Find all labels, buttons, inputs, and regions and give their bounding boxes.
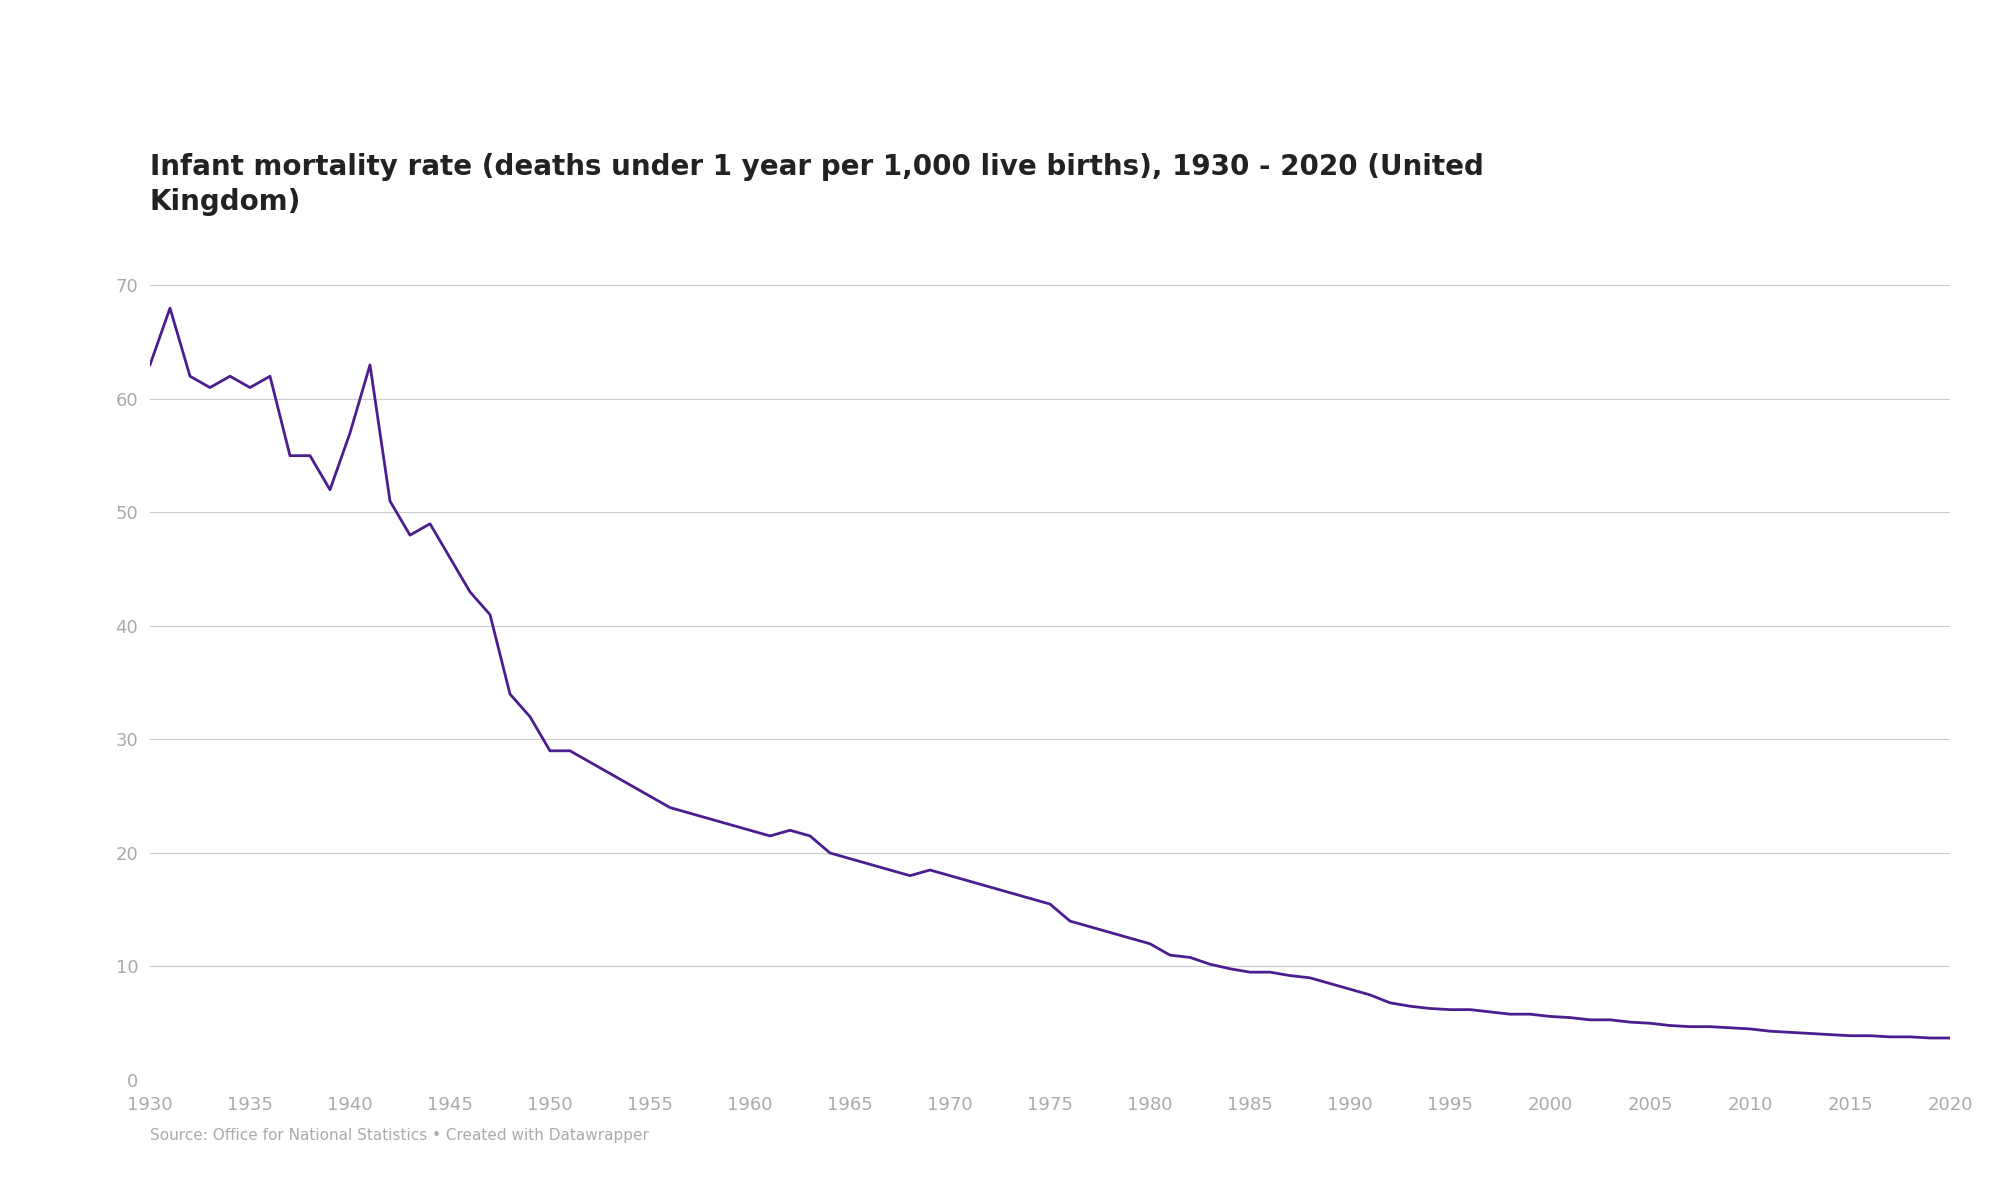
- Text: Source: Office for National Statistics • Created with Datawrapper: Source: Office for National Statistics •…: [150, 1128, 648, 1142]
- Text: Infant mortality rate (deaths under 1 year per 1,000 live births), 1930 - 2020 (: Infant mortality rate (deaths under 1 ye…: [150, 154, 1484, 216]
